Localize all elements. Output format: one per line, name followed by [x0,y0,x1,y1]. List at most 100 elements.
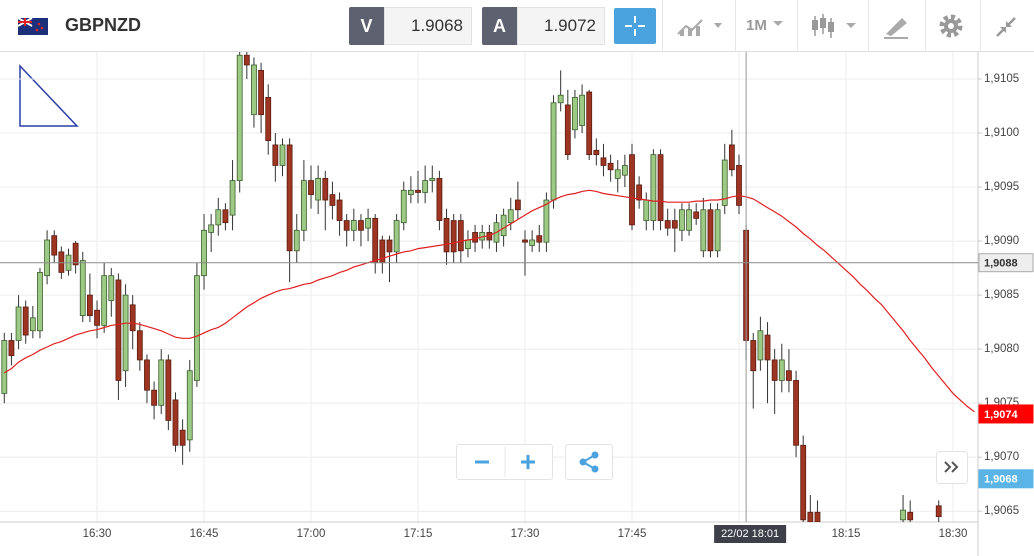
y-tick-label: 1,9070 [984,451,1019,463]
drawn-triangle[interactable] [19,64,79,127]
collapse-button[interactable] [994,15,1018,39]
candle-body [700,209,707,252]
candle-body [272,144,279,166]
y-tick-label: 1,9095 [984,181,1019,193]
candle-body [215,209,222,226]
price-tag-label: 1,9088 [984,258,1018,270]
x-tick-label: 18:30 [939,528,968,540]
candle-body [308,180,314,196]
flag-icon [18,18,48,35]
candle-body [386,239,393,253]
candle-body [72,242,79,266]
candle-body [393,220,400,253]
candle-body [158,359,165,406]
candle-body [778,359,785,381]
candle-body [208,224,215,233]
candle-body [193,275,200,381]
x-tick-label: 17:45 [618,528,647,540]
candle-body [657,154,664,221]
candle-body [122,294,129,372]
double-chevron [944,461,959,473]
candle-body [564,104,571,156]
zoom-buttons[interactable] [457,445,552,479]
candle-body [572,96,578,131]
candle-body [243,54,250,66]
candle-body [693,211,700,219]
symbol: GBPNZD [65,15,141,35]
candle-body [1,340,8,394]
candle-body [51,235,58,256]
candle-body [286,144,293,252]
candle-body [8,340,15,357]
candle-body [650,154,657,221]
candle-body [365,217,371,229]
candle-body [529,239,536,246]
price-tag [978,253,1034,273]
zoom-group [456,444,553,480]
y-tick-label: 1,9100 [984,127,1019,139]
candle-body [750,340,757,372]
ask-tag[interactable]: A [482,7,517,45]
candle-body [144,359,150,391]
chart-type-button[interactable] [676,14,728,38]
bid-value[interactable]: 1.9068 [384,7,472,45]
candle-body [172,399,179,446]
candle-body [686,209,692,231]
timeframe[interactable]: 1M [746,17,767,34]
candle-body [350,220,357,231]
candle-body [37,272,43,332]
x-tick-label: 18:15 [832,528,861,540]
x-tick-label: 16:30 [83,528,112,540]
candle-body [358,220,364,231]
candle-body [151,389,157,406]
y-tick-label: 1,9080 [984,343,1019,355]
toolbar: GBPNZD V 1.9068 A 1.9072 1M [0,0,1034,52]
x-tick-label: 16:45 [190,528,219,540]
share-button[interactable] [565,444,613,480]
candle-body [935,505,942,517]
candle-body [664,220,671,229]
x-tick-label: 17:15 [404,528,433,540]
settings-button[interactable] [938,13,964,39]
candle-body [222,209,229,224]
candle-body [536,235,543,243]
candle-body [251,64,257,116]
candle-body [29,317,36,332]
candle-body [793,380,799,446]
candle-body [258,69,264,116]
candle-body [315,178,322,201]
bid-tag[interactable]: V [349,7,384,45]
price-tag-label: 1,9074 [984,409,1019,421]
candle-body [165,359,172,421]
y-tick-label: 1,9105 [984,73,1019,85]
candle-body [293,229,300,252]
share-icon [579,451,599,473]
plot-area [1,52,975,522]
candle-body [550,102,557,201]
candle-body [900,509,906,521]
candle-body [465,239,471,250]
candle-body [101,275,108,326]
price-tag [978,404,1034,424]
candle-body [457,220,464,252]
scroll-right-button[interactable] [936,451,968,484]
candle-body [265,96,272,141]
candle-style-button[interactable] [810,12,860,40]
candle-body [236,54,243,181]
caret[interactable] [772,20,784,28]
candle-body [415,189,421,193]
candle-body [586,91,593,156]
candle-body [429,178,436,181]
ask-value[interactable]: 1.9072 [517,7,605,45]
crosshair-button[interactable] [614,8,656,44]
candle-body [786,370,792,381]
candle-body [86,294,93,317]
candle-body [643,199,650,221]
candle-body [557,94,564,104]
candle-body [343,220,350,231]
candle-body [614,169,621,179]
candle-body [407,189,414,196]
drawing-tools-button[interactable] [882,14,910,40]
candle-body [372,217,379,264]
